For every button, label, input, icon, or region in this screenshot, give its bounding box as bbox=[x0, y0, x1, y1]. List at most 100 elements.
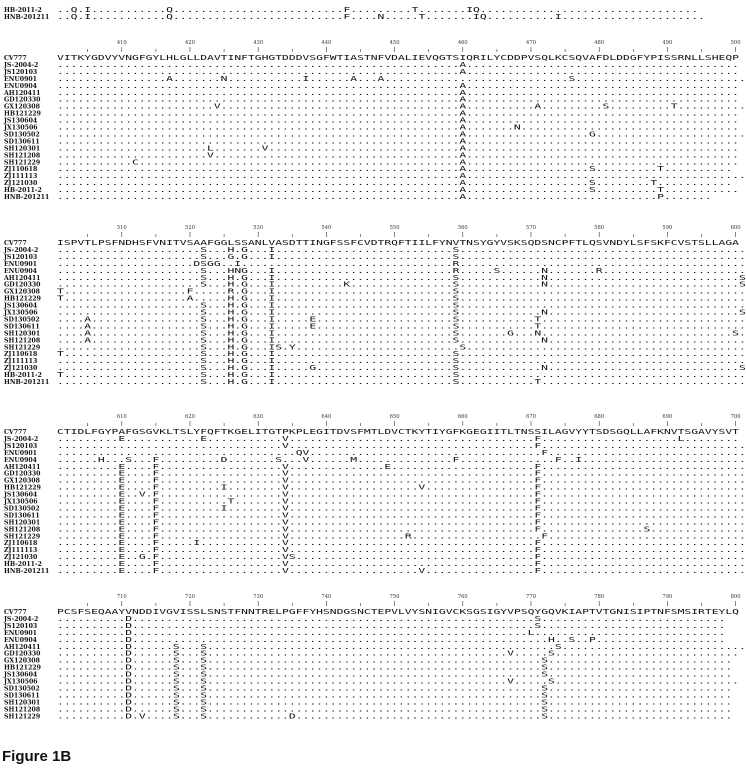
alignment-row: HB121229 ..........D......S...S..........… bbox=[4, 663, 732, 672]
alignment-row: GD120330 .........E....F.................… bbox=[4, 469, 746, 478]
alignment-row: ENU0904 ......H...S...F.........D.......S… bbox=[4, 455, 746, 464]
sequence-residues: ....A................S...H.G...I........… bbox=[57, 335, 746, 344]
sequence-name: SH120301 bbox=[4, 699, 40, 706]
sequence-name: JS-2004-2 bbox=[3, 247, 38, 254]
alignment-row: GX120308 .........E....F.................… bbox=[4, 476, 746, 485]
sequence-residues: ........................................… bbox=[57, 192, 712, 201]
sequence-residues: .....................S...HNG...I........… bbox=[57, 266, 746, 275]
position-tick-label: 710 bbox=[117, 594, 127, 600]
alignment-row: JS-2004-2...............................… bbox=[3, 60, 739, 69]
top-continuation-row: HNB-201211 ..Q.I...........Q.............… bbox=[4, 12, 705, 21]
sequence-residues: T....................S...H.G...I........… bbox=[57, 370, 746, 379]
sequence-residues: .........E....F.........I........V......… bbox=[57, 483, 746, 492]
sequence-name: SH121208 bbox=[4, 337, 40, 344]
alignment-row: SH120301 ..........D......S...S..........… bbox=[4, 697, 732, 706]
sequence-name: AH120411 bbox=[3, 275, 40, 282]
sequence-name: SD130611 bbox=[4, 323, 40, 330]
position-tick-label: 700 bbox=[731, 414, 741, 420]
sequence-name: ENU0901 bbox=[4, 630, 37, 637]
position-tick-label: 650 bbox=[390, 414, 400, 420]
sequence-name: ZJ111113 bbox=[4, 358, 37, 365]
alignment-row: JS120103................................… bbox=[3, 441, 746, 450]
alignment-row: ZJ111113................................… bbox=[4, 171, 746, 180]
sequence-name: CV777 bbox=[4, 429, 27, 436]
sequence-residues: .....................S...H.G...I........… bbox=[57, 356, 746, 365]
alignment-row: HB121229 T..................A.....H.G...I… bbox=[4, 294, 746, 303]
alignment-row: CV777 PCSFSEQAAYVNDDIVGVISSLSNSTFNNTRELPG… bbox=[4, 607, 740, 616]
alignment-row: CV777 CTIDLFGYPAFGSGVKLTSLYFQFTKGELITGTPK… bbox=[4, 427, 740, 436]
sequence-name: JS120103 bbox=[3, 623, 37, 630]
position-tick-label: 720 bbox=[185, 594, 195, 600]
sequence-residues: .....................S...H.G...I........… bbox=[57, 301, 746, 310]
sequence-residues: ........................................… bbox=[57, 109, 739, 118]
sequence-residues: ........................................… bbox=[57, 67, 739, 76]
sequence-name: HB121229 bbox=[4, 111, 41, 118]
sequence-residues: ..Q.I...........Q.......................… bbox=[57, 5, 698, 14]
alignment-row: ZJ110618 .........E....F.....I...........… bbox=[4, 538, 746, 547]
position-tick-label: 520 bbox=[185, 225, 195, 231]
sequence-residues: .........E....F.....I............V......… bbox=[57, 538, 746, 547]
alignment-row: SH121229 ...........C....................… bbox=[4, 157, 739, 166]
alignment-row: AH120411 ..........D......S...S..........… bbox=[3, 642, 746, 651]
alignment-row: ENU0901.................................… bbox=[4, 448, 746, 457]
position-tick-label: 530 bbox=[253, 225, 263, 231]
sequence-name: SD130611 bbox=[4, 512, 40, 519]
sequence-name: SH121229 bbox=[4, 159, 40, 166]
alignment-row: JS130604 .....................S...H.G...I… bbox=[3, 301, 746, 310]
alignment-row: JX130506 .........E....F..........T......… bbox=[3, 497, 746, 506]
sequence-name: ENU0901 bbox=[4, 450, 37, 457]
sequence-name: SD130502 bbox=[4, 316, 40, 323]
sequence-name: HNB-201211 bbox=[4, 568, 49, 575]
position-tick-label: 480 bbox=[594, 40, 604, 46]
alignment-row: SD130611 ..........D......S...S..........… bbox=[4, 690, 732, 699]
position-tick-label: 510 bbox=[117, 225, 127, 231]
sequence-residues: .........E....F..................V......… bbox=[57, 510, 746, 519]
position-ruler: 410 420 430 440 450 460 470 480 490 500 bbox=[87, 40, 741, 52]
sequence-name: ZJ110618 bbox=[4, 351, 37, 358]
sequence-name: HB-2011-2 bbox=[4, 7, 42, 14]
alignment-row: GX120308 ..........D......S...S..........… bbox=[4, 656, 732, 665]
sequence-name: GX120308 bbox=[4, 478, 40, 485]
alignment-row: ZJ110618 T....................S...H.G...I… bbox=[4, 349, 746, 358]
sequence-name: SH121208 bbox=[4, 706, 40, 713]
sequence-residues: ..........D......S...S..................… bbox=[57, 642, 746, 651]
alignment-row: SH121208 ....A................S...H.G...I… bbox=[4, 335, 746, 344]
sequence-name: JS-2004-2 bbox=[3, 616, 38, 623]
sequence-residues: .........E....F.........I........V......… bbox=[57, 503, 746, 512]
sequence-name: ZJ121030 bbox=[4, 554, 38, 561]
position-tick-label: 800 bbox=[731, 594, 741, 600]
alignment-row: GX120308 .......................V........… bbox=[4, 102, 746, 111]
position-tick-label: 780 bbox=[594, 594, 604, 600]
position-tick-label: 660 bbox=[458, 414, 468, 420]
sequence-name: CV777 bbox=[4, 609, 27, 616]
sequence-name: HB-2011-2 bbox=[4, 561, 42, 568]
sequence-name: HNB-201211 bbox=[4, 194, 49, 201]
alignment-row: SH120301 .........E....F.................… bbox=[4, 517, 746, 526]
sequence-residues: .......................V................… bbox=[57, 102, 746, 111]
sequence-residues: ..........D.............................… bbox=[57, 621, 725, 630]
position-tick-label: 760 bbox=[458, 594, 468, 600]
sequence-residues: ..........D......S...S..................… bbox=[57, 690, 732, 699]
sequence-name: SH121208 bbox=[4, 152, 40, 159]
alignment-row: ZJ121030................................… bbox=[4, 178, 732, 187]
sequence-name: SD130611 bbox=[4, 138, 40, 145]
sequence-residues: ..........D.............................… bbox=[57, 614, 725, 623]
alignment-row: ENU0901 ..........D......................… bbox=[4, 628, 725, 637]
alignment-row: SD130611 ....A................S...H.G...I… bbox=[4, 321, 746, 330]
sequence-name: ZJ111113 bbox=[4, 547, 37, 554]
position-tick-label: 490 bbox=[662, 40, 672, 46]
position-tick-label: 640 bbox=[321, 414, 331, 420]
sequence-residues: .........E..V.F..................V......… bbox=[57, 490, 746, 499]
alignment-row: GX120308 T..................F.....R.G...I… bbox=[4, 287, 746, 296]
alignment-row: JS120103 .....................S...G.G...I… bbox=[3, 252, 746, 261]
sequence-residues: .........E..G.F..................VS.....… bbox=[57, 552, 746, 561]
alignment-row: SH120301 ....A................S...H.G...I… bbox=[4, 328, 746, 337]
sequence-name: JX130506 bbox=[3, 499, 38, 506]
position-tick-label: 540 bbox=[321, 225, 331, 231]
sequence-name: ENU0904 bbox=[4, 457, 38, 464]
alignment-row: JS-2004-2 ..........D....................… bbox=[3, 614, 725, 623]
alignment-row: ENU0904.................................… bbox=[4, 81, 739, 90]
alignment-row: HNB-201211 .....................S...H.G..… bbox=[4, 377, 746, 386]
sequence-residues: .........E....F..................V......… bbox=[57, 566, 746, 575]
alignment-row: GD120330 .....................S...H.G...I… bbox=[4, 280, 746, 289]
